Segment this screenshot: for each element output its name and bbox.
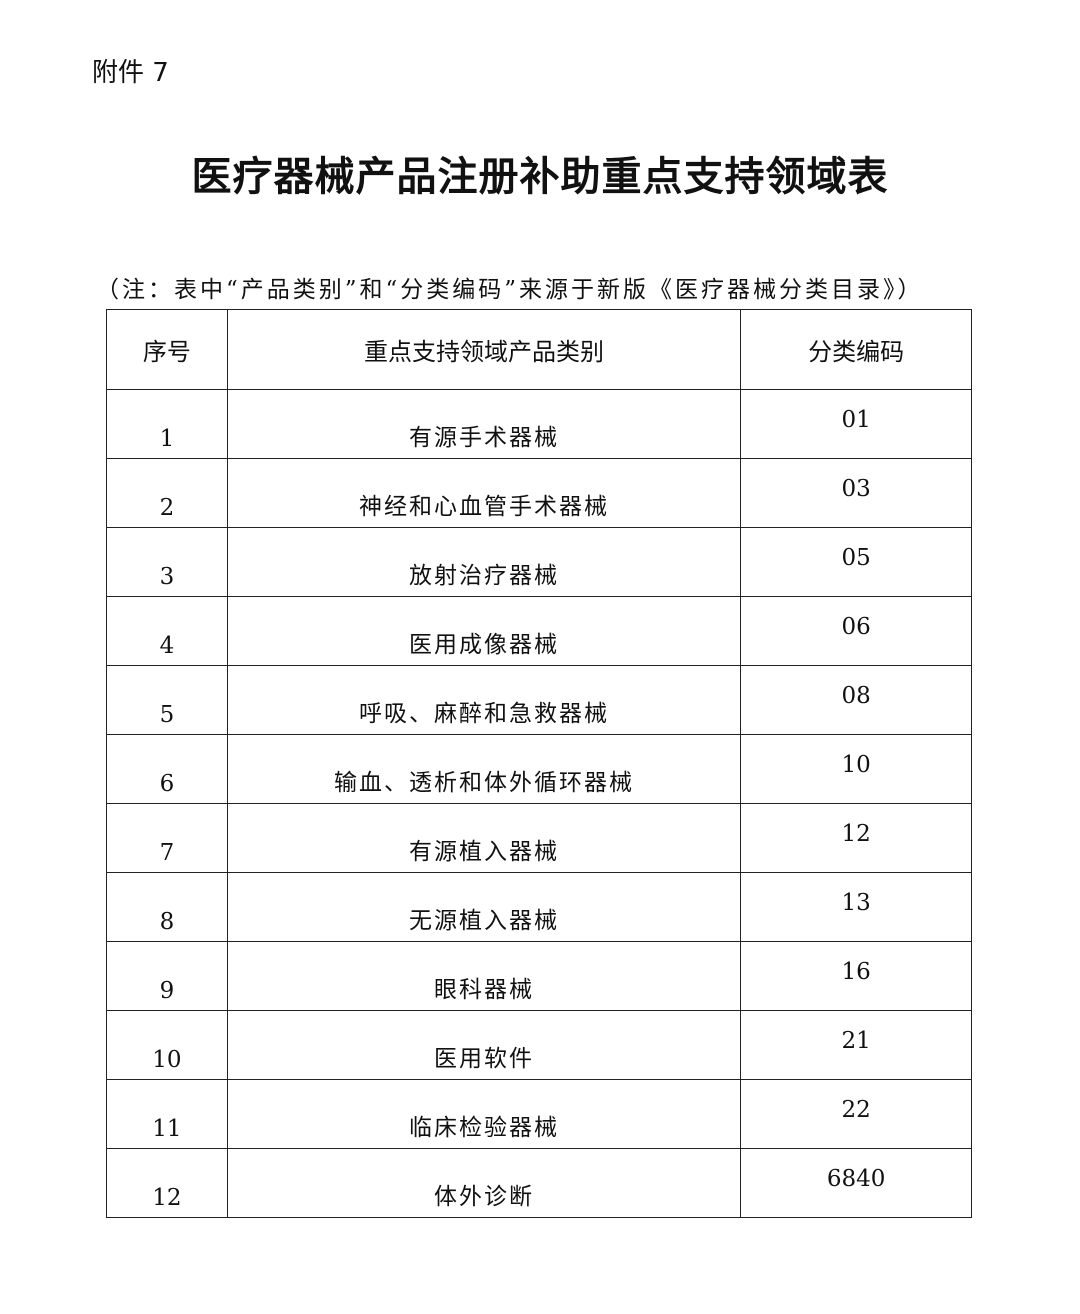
row-number: 10	[106, 1010, 228, 1080]
table-row: 7 有源植入器械 12	[106, 803, 972, 873]
row-number: 5	[106, 665, 228, 735]
row-number: 12	[106, 1148, 228, 1218]
support-areas-table: 序号 重点支持领域产品类别 分类编码 1 有源手术器械 01 2 神经和心血管手术器械 0…	[106, 309, 972, 1218]
row-category: 体外诊断	[226, 1148, 742, 1218]
row-category: 医用软件	[226, 1010, 742, 1080]
row-category: 无源植入器械	[226, 872, 742, 942]
table-row: 9 眼科器械 16	[106, 941, 972, 1011]
row-category: 有源植入器械	[226, 803, 742, 873]
row-code: 21	[740, 1010, 972, 1080]
table-row: 5 呼吸、麻醉和急救器械 08	[106, 665, 972, 735]
table-row: 4 医用成像器械 06	[106, 596, 972, 666]
attachment-label: 附件 7	[92, 58, 169, 88]
header-number: 序号	[106, 309, 228, 390]
header-category: 重点支持领域产品类别	[226, 309, 742, 390]
row-code: 10	[740, 734, 972, 804]
row-code: 16	[740, 941, 972, 1011]
table-row: 6 输血、透析和体外循环器械 10	[106, 734, 972, 804]
row-code: 06	[740, 596, 972, 666]
row-category: 放射治疗器械	[226, 527, 742, 597]
row-code: 13	[740, 872, 972, 942]
header-code: 分类编码	[740, 309, 972, 390]
table-row: 8 无源植入器械 13	[106, 872, 972, 942]
row-code: 05	[740, 527, 972, 597]
row-code: 08	[740, 665, 972, 735]
row-category: 输血、透析和体外循环器械	[226, 734, 742, 804]
row-number: 6	[106, 734, 228, 804]
row-category: 眼科器械	[226, 941, 742, 1011]
table-note: （注：表中“产品类别”和“分类编码”来源于新版《医疗器械分类目录》）	[96, 277, 924, 303]
row-category: 有源手术器械	[226, 389, 742, 459]
page-title: 医疗器械产品注册补助重点支持领域表	[191, 154, 889, 200]
row-number: 1	[106, 389, 228, 459]
row-code: 03	[740, 458, 972, 528]
row-number: 4	[106, 596, 228, 666]
row-category: 神经和心血管手术器械	[226, 458, 742, 528]
row-code: 6840	[740, 1148, 972, 1218]
row-number: 9	[106, 941, 228, 1011]
row-category: 呼吸、麻醉和急救器械	[226, 665, 742, 735]
row-number: 7	[106, 803, 228, 873]
table-header-row: 序号 重点支持领域产品类别 分类编码	[106, 309, 972, 390]
row-code: 01	[740, 389, 972, 459]
table-row: 11 临床检验器械 22	[106, 1079, 972, 1149]
row-category: 临床检验器械	[226, 1079, 742, 1149]
row-number: 2	[106, 458, 228, 528]
row-category: 医用成像器械	[226, 596, 742, 666]
table-row: 1 有源手术器械 01	[106, 389, 972, 459]
row-number: 8	[106, 872, 228, 942]
table-row: 10 医用软件 21	[106, 1010, 972, 1080]
row-code: 12	[740, 803, 972, 873]
row-number: 11	[106, 1079, 228, 1149]
table-row: 3 放射治疗器械 05	[106, 527, 972, 597]
row-number: 3	[106, 527, 228, 597]
table-row: 12 体外诊断 6840	[106, 1148, 972, 1218]
table-row: 2 神经和心血管手术器械 03	[106, 458, 972, 528]
row-code: 22	[740, 1079, 972, 1149]
